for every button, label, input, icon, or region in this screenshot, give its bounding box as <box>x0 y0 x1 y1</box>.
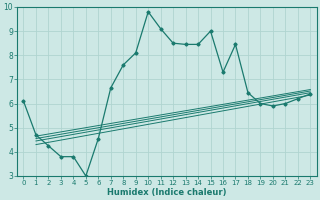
X-axis label: Humidex (Indice chaleur): Humidex (Indice chaleur) <box>107 188 227 197</box>
